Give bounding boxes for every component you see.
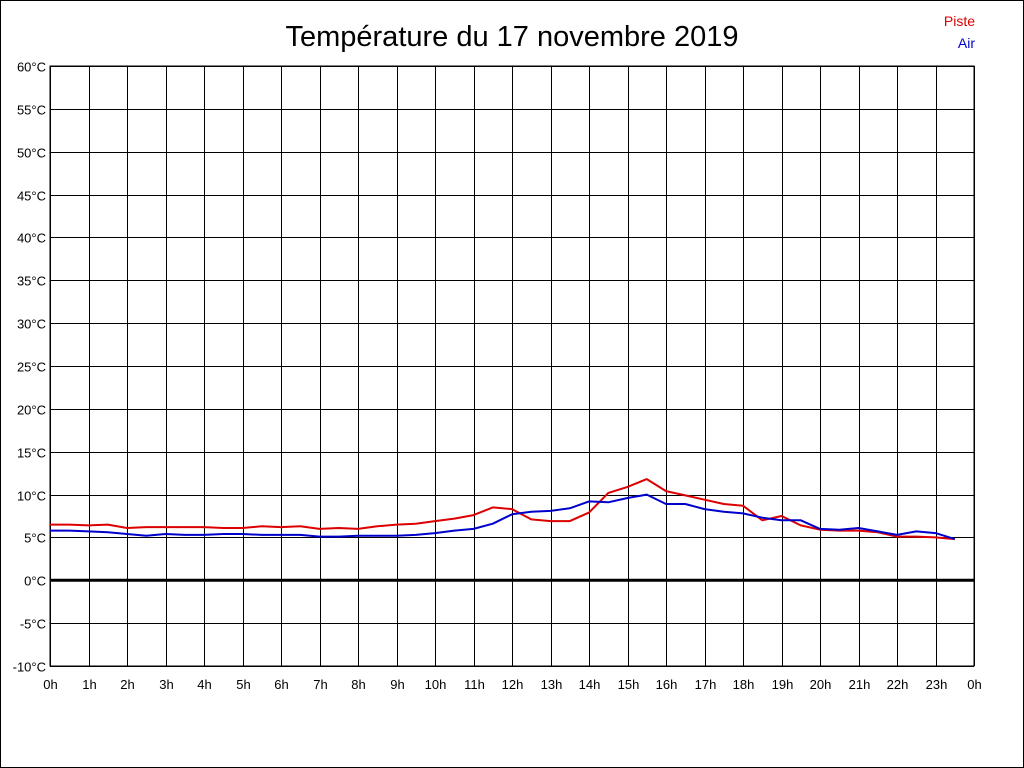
x-tick-label: 21h bbox=[849, 677, 871, 692]
y-tick-label: 20°C bbox=[17, 403, 46, 418]
grid bbox=[49, 65, 975, 667]
x-tick-label: 14h bbox=[579, 677, 601, 692]
legend-entry-piste: Piste bbox=[944, 13, 975, 29]
y-tick-label: 30°C bbox=[17, 317, 46, 332]
x-tick-label: 3h bbox=[159, 677, 173, 692]
x-tick-label: 22h bbox=[887, 677, 909, 692]
x-tick-label: 9h bbox=[390, 677, 404, 692]
x-tick-label: 23h bbox=[926, 677, 948, 692]
y-tick-label: 60°C bbox=[17, 60, 46, 75]
y-tick-label: 15°C bbox=[17, 446, 46, 461]
y-tick-label: 25°C bbox=[17, 360, 46, 375]
x-tick-label: 13h bbox=[541, 677, 563, 692]
y-tick-label: -5°C bbox=[20, 617, 46, 632]
x-tick-label: 11h bbox=[464, 677, 485, 692]
x-tick-label: 16h bbox=[656, 677, 678, 692]
series-line-piste bbox=[50, 478, 955, 541]
x-tick-label: 0h bbox=[967, 677, 981, 692]
y-tick-label: 35°C bbox=[17, 274, 46, 289]
x-tick-label: 1h bbox=[82, 677, 96, 692]
y-tick-label: -10°C bbox=[13, 660, 46, 675]
y-tick-label: 45°C bbox=[17, 189, 46, 204]
x-tick-label: 0h bbox=[43, 677, 57, 692]
legend: Piste Air bbox=[944, 13, 975, 51]
y-tick-label: 5°C bbox=[24, 531, 46, 546]
x-tick-label: 20h bbox=[810, 677, 832, 692]
y-tick-label: 55°C bbox=[17, 103, 46, 118]
x-tick-label: 19h bbox=[772, 677, 794, 692]
x-tick-label: 2h bbox=[120, 677, 134, 692]
legend-entry-air: Air bbox=[958, 35, 975, 51]
axes: 0h 1h 2h 3h 4h 5h 6h 7h 8h 9h 10h 11h 12h 13h 14h 15h 16… bbox=[13, 60, 982, 693]
x-tick-label: 4h bbox=[197, 677, 211, 692]
x-tick-label: 10h bbox=[425, 677, 447, 692]
x-tick-label: 8h bbox=[351, 677, 365, 692]
x-tick-label: 7h bbox=[313, 677, 327, 692]
chart-title: Température du 17 novembre 2019 bbox=[285, 21, 738, 53]
x-tick-label: 17h bbox=[695, 677, 717, 692]
x-tick-label: 12h bbox=[502, 677, 524, 692]
y-tick-label: 0°C bbox=[24, 574, 46, 589]
series-line-air bbox=[50, 493, 956, 541]
y-tick-label: 50°C bbox=[17, 146, 46, 161]
x-tick-label: 18h bbox=[733, 677, 755, 692]
y-tick-label: 10°C bbox=[17, 489, 46, 504]
series-lines bbox=[50, 478, 956, 541]
y-tick-label: 40°C bbox=[17, 231, 46, 246]
x-tick-label: 5h bbox=[236, 677, 250, 692]
x-tick-label: 15h bbox=[618, 677, 640, 692]
x-tick-label: 6h bbox=[274, 677, 288, 692]
